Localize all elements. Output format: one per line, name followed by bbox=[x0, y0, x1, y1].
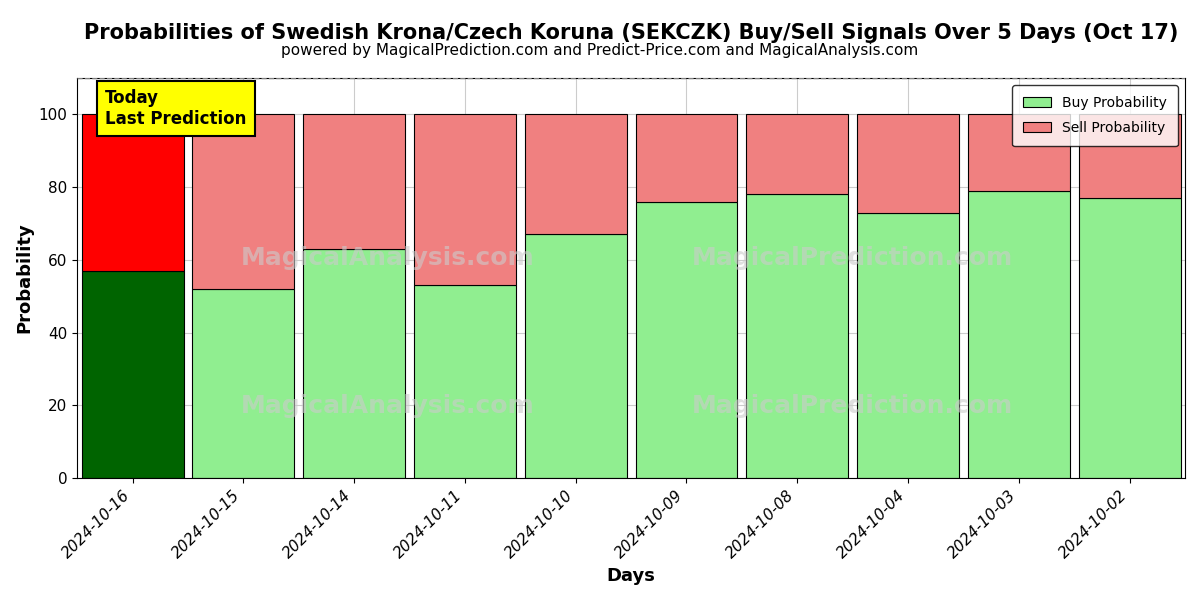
Bar bbox=[82, 271, 184, 478]
Bar bbox=[1079, 198, 1181, 478]
Bar bbox=[192, 115, 294, 289]
Bar bbox=[414, 286, 516, 478]
Bar bbox=[857, 212, 959, 478]
Text: MagicalPrediction.com: MagicalPrediction.com bbox=[692, 394, 1013, 418]
Legend: Buy Probability, Sell Probability: Buy Probability, Sell Probability bbox=[1012, 85, 1178, 146]
Text: MagicalAnalysis.com: MagicalAnalysis.com bbox=[240, 394, 534, 418]
Bar bbox=[524, 115, 626, 235]
Y-axis label: Probability: Probability bbox=[14, 223, 32, 334]
Bar bbox=[82, 115, 184, 271]
Bar bbox=[1079, 115, 1181, 198]
Bar bbox=[636, 115, 738, 202]
Bar bbox=[968, 115, 1069, 191]
Title: Probabilities of Swedish Krona/Czech Koruna (SEKCZK) Buy/Sell Signals Over 5 Day: Probabilities of Swedish Krona/Czech Kor… bbox=[84, 23, 1178, 43]
Bar bbox=[304, 115, 406, 249]
Text: MagicalPrediction.com: MagicalPrediction.com bbox=[692, 246, 1013, 270]
Bar bbox=[524, 235, 626, 478]
Bar bbox=[414, 115, 516, 286]
Text: MagicalAnalysis.com: MagicalAnalysis.com bbox=[240, 246, 534, 270]
X-axis label: Days: Days bbox=[607, 567, 655, 585]
Bar bbox=[192, 289, 294, 478]
Bar bbox=[746, 115, 848, 194]
Bar bbox=[636, 202, 738, 478]
Bar bbox=[304, 249, 406, 478]
Bar bbox=[746, 194, 848, 478]
Text: powered by MagicalPrediction.com and Predict-Price.com and MagicalAnalysis.com: powered by MagicalPrediction.com and Pre… bbox=[281, 43, 919, 58]
Bar bbox=[968, 191, 1069, 478]
Bar bbox=[857, 115, 959, 212]
Text: Today
Last Prediction: Today Last Prediction bbox=[104, 89, 246, 128]
